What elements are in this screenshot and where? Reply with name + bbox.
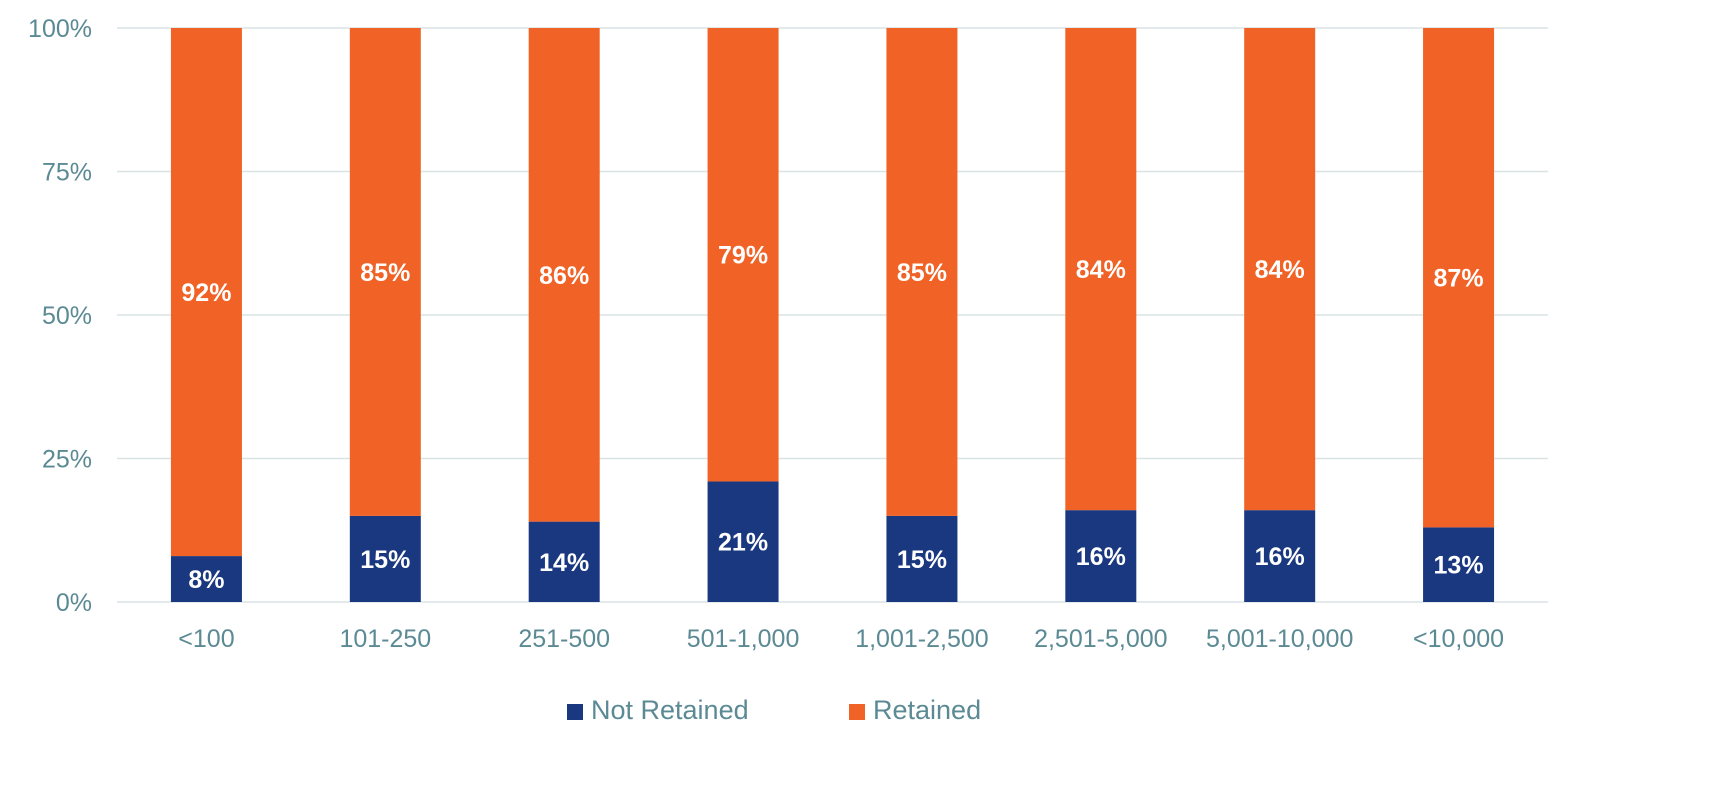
y-axis: 0% 25% 50% 75% 100% [28,15,92,617]
x-tick-label: 501-1,000 [687,625,800,653]
bar-retained [1065,28,1137,511]
data-label: 16% [1076,543,1126,571]
y-tick-label: 50% [42,302,92,330]
y-tick-label: 100% [28,15,92,43]
bar-not-retained [528,521,600,602]
data-label: 85% [360,259,410,287]
data-label: 21% [718,529,768,557]
legend-label: Retained [873,695,981,725]
data-label: 84% [1076,256,1126,284]
data-label: 85% [897,259,947,287]
bar-retained [528,28,600,522]
y-tick-label: 75% [42,159,92,187]
data-label: 13% [1434,552,1484,580]
data-label: 14% [539,549,589,577]
bar-not-retained [170,556,242,602]
legend-swatch [567,704,583,720]
x-axis: <100 101-250 251-500 501-1,000 1,001-2,500 2,… [178,625,1504,653]
legend-label: Not Retained [591,695,749,725]
bar-retained [707,28,779,482]
legend-swatch [849,704,865,720]
data-label: 79% [718,242,768,270]
data-label: 92% [181,279,231,307]
x-tick-label: <100 [178,625,234,653]
bar-retained [170,28,242,557]
gridlines [117,27,1548,603]
data-label: 87% [1434,265,1484,293]
bar-not-retained [1244,510,1316,602]
x-tick-label: 1,001-2,500 [855,625,988,653]
legend: Not Retained Retained [567,695,981,725]
bar-not-retained [1423,527,1495,602]
y-tick-label: 25% [42,446,92,474]
bar-not-retained [886,515,958,602]
data-labels: 8% 92% 15% 85% 14% 86% 21% 79% 15% 85% 16% 84% 16% 84… [181,242,1483,594]
data-label: 15% [360,546,410,574]
bar-retained [1244,28,1316,511]
bar-not-retained [349,515,421,602]
x-tick-label: <10,000 [1413,625,1504,653]
bars [170,28,1495,602]
bar-not-retained [1065,510,1137,602]
x-tick-label: 5,001-10,000 [1206,625,1353,653]
data-label: 86% [539,262,589,290]
x-tick-label: 2,501-5,000 [1034,625,1167,653]
data-label: 15% [897,546,947,574]
y-tick-label: 0% [56,589,92,617]
bar-retained [349,28,421,516]
x-tick-label: 251-500 [518,625,610,653]
data-label: 16% [1255,543,1305,571]
data-label: 8% [188,566,224,594]
x-tick-label: 101-250 [339,625,431,653]
bar-retained [886,28,958,516]
bar-not-retained [707,481,779,602]
data-label: 84% [1255,256,1305,284]
bar-retained [1423,28,1495,528]
